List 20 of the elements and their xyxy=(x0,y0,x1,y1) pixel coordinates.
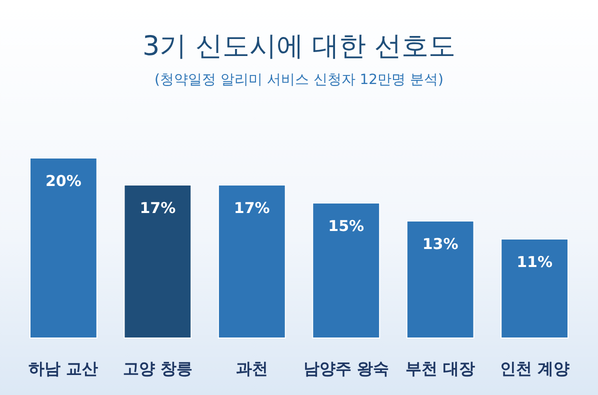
data-label: 11% xyxy=(516,253,553,271)
x-tick-label: 부천 대장 xyxy=(406,359,476,378)
x-tick-label: 인천 계양 xyxy=(500,359,570,378)
x-tick-label: 하남 교산 xyxy=(28,359,98,378)
bar xyxy=(218,184,286,338)
bar xyxy=(406,220,474,338)
data-label: 17% xyxy=(140,199,176,217)
data-label: 17% xyxy=(234,199,270,217)
data-label: 20% xyxy=(45,172,82,190)
data-label: 13% xyxy=(422,235,458,253)
x-tick-label: 남양주 왕숙 xyxy=(303,359,389,378)
x-tick-label: 과천 xyxy=(236,359,268,378)
bar xyxy=(312,202,380,338)
x-tick-label: 고양 창릉 xyxy=(122,359,192,378)
bar xyxy=(500,238,568,338)
chart-title: 3기 신도시에 대한 선호도 xyxy=(142,31,456,62)
data-label: 15% xyxy=(328,217,364,235)
chart-subtitle: (청약일정 알리미 서비스 신청자 12만명 분석) xyxy=(154,72,444,88)
bar xyxy=(30,158,98,338)
bar xyxy=(124,184,192,338)
